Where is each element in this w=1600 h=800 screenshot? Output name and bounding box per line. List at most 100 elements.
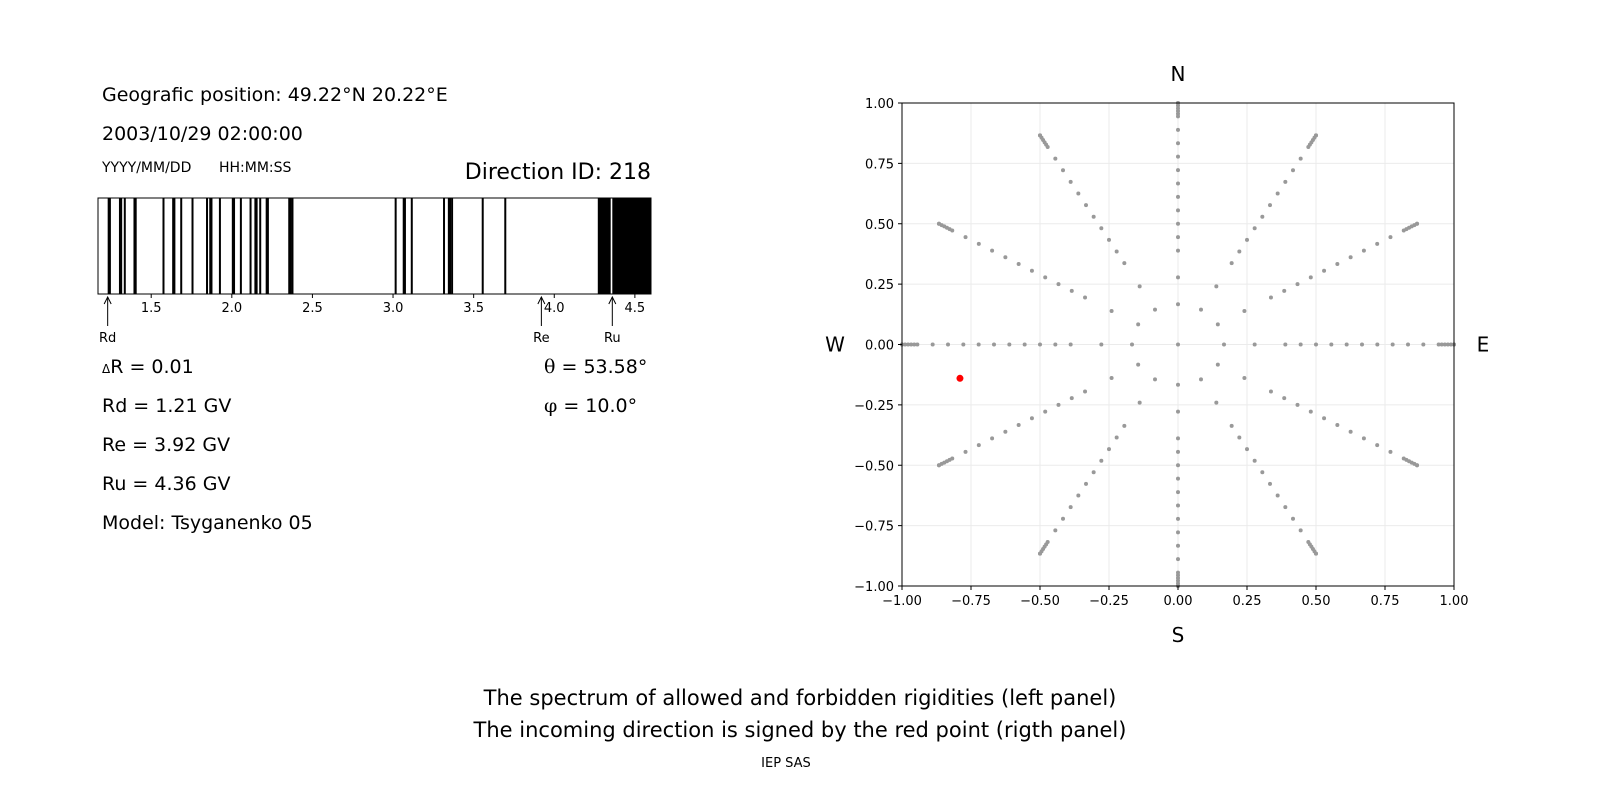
direction-point — [1068, 342, 1073, 347]
direction-point — [909, 342, 914, 347]
direction-point — [1215, 322, 1220, 327]
direction-point — [1361, 248, 1366, 253]
direction-point — [1215, 362, 1220, 367]
direction-point — [1068, 179, 1073, 184]
forbidden-band — [107, 198, 111, 294]
direction-point — [1091, 470, 1096, 475]
forbidden-band — [394, 198, 397, 294]
direction-point — [990, 436, 995, 441]
phi-symbol: φ — [544, 395, 558, 417]
theta-text: = 53.58° — [555, 356, 648, 378]
direction-point — [1335, 262, 1340, 266]
theta-value: θ = 53.58° — [544, 356, 647, 378]
direction-point — [1053, 342, 1058, 347]
direction-point — [1053, 528, 1058, 533]
direction-point — [1360, 342, 1364, 347]
direction-point — [1268, 295, 1273, 300]
y-tick-label: 0.75 — [865, 157, 894, 172]
direction-point — [1176, 530, 1180, 535]
y-tick-label: 1.00 — [865, 97, 894, 112]
direction-point — [1003, 255, 1008, 260]
datetime: 2003/10/29 02:00:00 — [102, 123, 303, 145]
marker-arrow-head — [103, 295, 112, 305]
direction-point — [1176, 181, 1180, 186]
direction-point — [1199, 307, 1203, 312]
forbidden-band — [180, 198, 183, 294]
direction-point — [1445, 342, 1450, 347]
direction-point — [1283, 505, 1288, 510]
forbidden-band — [162, 198, 165, 294]
spectrum-frame — [97, 197, 652, 295]
direction-point — [1061, 516, 1065, 521]
direction-point — [1245, 447, 1249, 452]
direction-point — [1069, 288, 1074, 293]
direction-point — [1348, 429, 1353, 434]
direction-point — [906, 342, 911, 347]
direction-point — [1099, 458, 1104, 463]
direction-point — [1176, 168, 1180, 173]
direction-point — [1282, 396, 1287, 401]
direction-point — [1348, 255, 1353, 260]
direction-point — [1091, 214, 1096, 219]
forbidden-band — [249, 198, 252, 294]
forbidden-band — [597, 198, 611, 294]
direction-point — [1291, 516, 1295, 521]
ru-value: Ru = 4.36 GV — [102, 473, 231, 495]
forbidden-band — [206, 198, 209, 294]
forbidden-band — [291, 198, 294, 294]
direction-point — [1260, 470, 1265, 475]
direction-point — [1176, 490, 1180, 495]
forbidden-band — [133, 198, 137, 294]
direction-point — [1122, 261, 1127, 266]
rigidity-spectrum-chart: 1.5 2.0 2.5 3.0 3.5 4.0 4.5 Rd Re Ru — [97, 197, 652, 346]
direction-point — [963, 449, 968, 454]
x-tick-label: −0.75 — [951, 594, 991, 609]
forbidden-band — [481, 198, 484, 294]
direction-point — [963, 235, 968, 240]
direction-point — [1153, 377, 1157, 382]
marker-label-re: Re — [533, 331, 549, 346]
direction-point — [1308, 275, 1313, 280]
x-tick-label: 3.5 — [463, 301, 484, 316]
direction-point — [1109, 376, 1114, 381]
x-tick-label: 0.75 — [1371, 594, 1400, 609]
direction-point — [1136, 322, 1141, 327]
direction-point — [1448, 342, 1453, 347]
direction-point — [1415, 463, 1420, 468]
direction-point — [1375, 443, 1380, 448]
direction-point — [1053, 156, 1058, 161]
direction-point — [1283, 179, 1288, 184]
direction-point — [1344, 342, 1349, 347]
y-tick-label: −0.25 — [854, 399, 894, 414]
direction-point — [1176, 543, 1180, 548]
date-format-label: YYYY/MM/DD — [102, 160, 192, 176]
direction-point — [992, 342, 996, 347]
direction-point — [1442, 342, 1447, 347]
direction-point — [1176, 302, 1180, 307]
x-tick-label: 0.50 — [1302, 594, 1331, 609]
direction-point — [1222, 342, 1226, 347]
direction-point — [1214, 400, 1219, 405]
direction-point — [1007, 342, 1012, 347]
direction-point — [903, 342, 908, 347]
direction-point — [1176, 476, 1180, 481]
direction-point — [1176, 154, 1180, 159]
direction-point — [1176, 194, 1180, 199]
forbidden-band — [191, 198, 194, 294]
direction-point — [1388, 235, 1393, 240]
direction-point — [1137, 284, 1142, 289]
direction-point — [1439, 342, 1444, 347]
direction-point — [1237, 249, 1242, 254]
direction-point — [990, 248, 995, 253]
direction-point — [1029, 268, 1034, 273]
forbidden-band — [209, 198, 213, 294]
direction-point — [976, 342, 981, 347]
direction-point — [1390, 342, 1395, 347]
forbidden-band — [451, 198, 454, 294]
direction-point — [1176, 208, 1180, 213]
compass-west: W — [825, 333, 845, 357]
direction-point — [1361, 436, 1366, 441]
theta-symbol: θ — [544, 356, 556, 378]
x-tick-label: 1.5 — [141, 301, 162, 316]
forbidden-band — [504, 198, 507, 294]
